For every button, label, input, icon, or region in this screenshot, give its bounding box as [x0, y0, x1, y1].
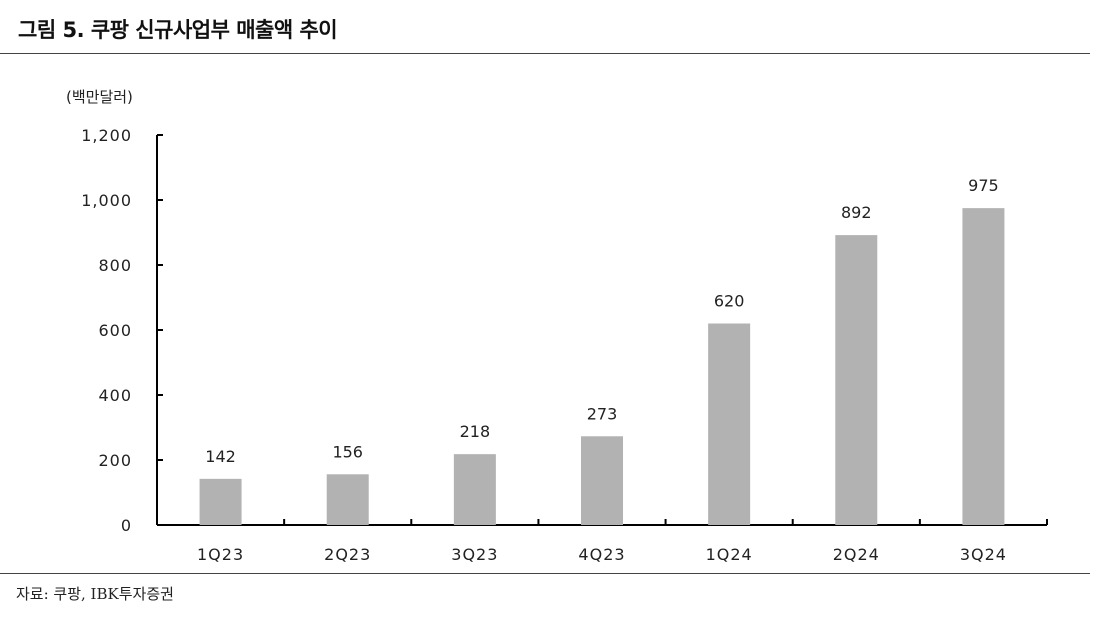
source-note: 자료: 쿠팡, IBK투자증권 [16, 585, 174, 603]
x-tick-label: 1Q23 [197, 545, 244, 564]
data-label: 156 [332, 442, 363, 461]
bar [962, 208, 1005, 525]
top-rule [0, 53, 1090, 54]
y-tick-label: 0 [121, 516, 132, 535]
y-tick-label: 400 [98, 386, 132, 405]
x-tick-label: 3Q24 [960, 545, 1007, 564]
data-label: 975 [968, 176, 999, 195]
bar [835, 235, 878, 525]
bar [581, 436, 623, 525]
data-label: 218 [460, 422, 491, 441]
x-tick-label: 4Q23 [578, 545, 625, 564]
bar-chart: (백만달러) 0 200 400 600 800 1,000 1,200 142 1Q23 156 2… [66, 88, 1048, 564]
y-tick-label: 600 [98, 321, 132, 340]
bar [453, 454, 496, 525]
data-label: 273 [587, 404, 618, 423]
y-tick-label: 1,000 [81, 191, 132, 210]
bar [326, 474, 369, 525]
bar [708, 323, 751, 525]
y-axis-unit-label: (백만달러) [66, 88, 133, 106]
figure-title: 그림 5. 쿠팡 신규사업부 매출액 추이 [18, 18, 338, 42]
bar [199, 478, 242, 525]
data-label: 892 [841, 203, 872, 222]
x-tick-label: 2Q23 [324, 545, 371, 564]
x-tick-label: 3Q23 [451, 545, 498, 564]
y-tick-label: 800 [98, 256, 132, 275]
y-tick-label: 1,200 [81, 126, 132, 145]
x-tick-label: 2Q24 [833, 545, 880, 564]
y-tick-label: 200 [98, 451, 132, 470]
x-tick-label: 1Q24 [706, 545, 753, 564]
data-label: 620 [714, 292, 745, 311]
bottom-rule [0, 573, 1090, 574]
data-label: 142 [205, 447, 236, 466]
